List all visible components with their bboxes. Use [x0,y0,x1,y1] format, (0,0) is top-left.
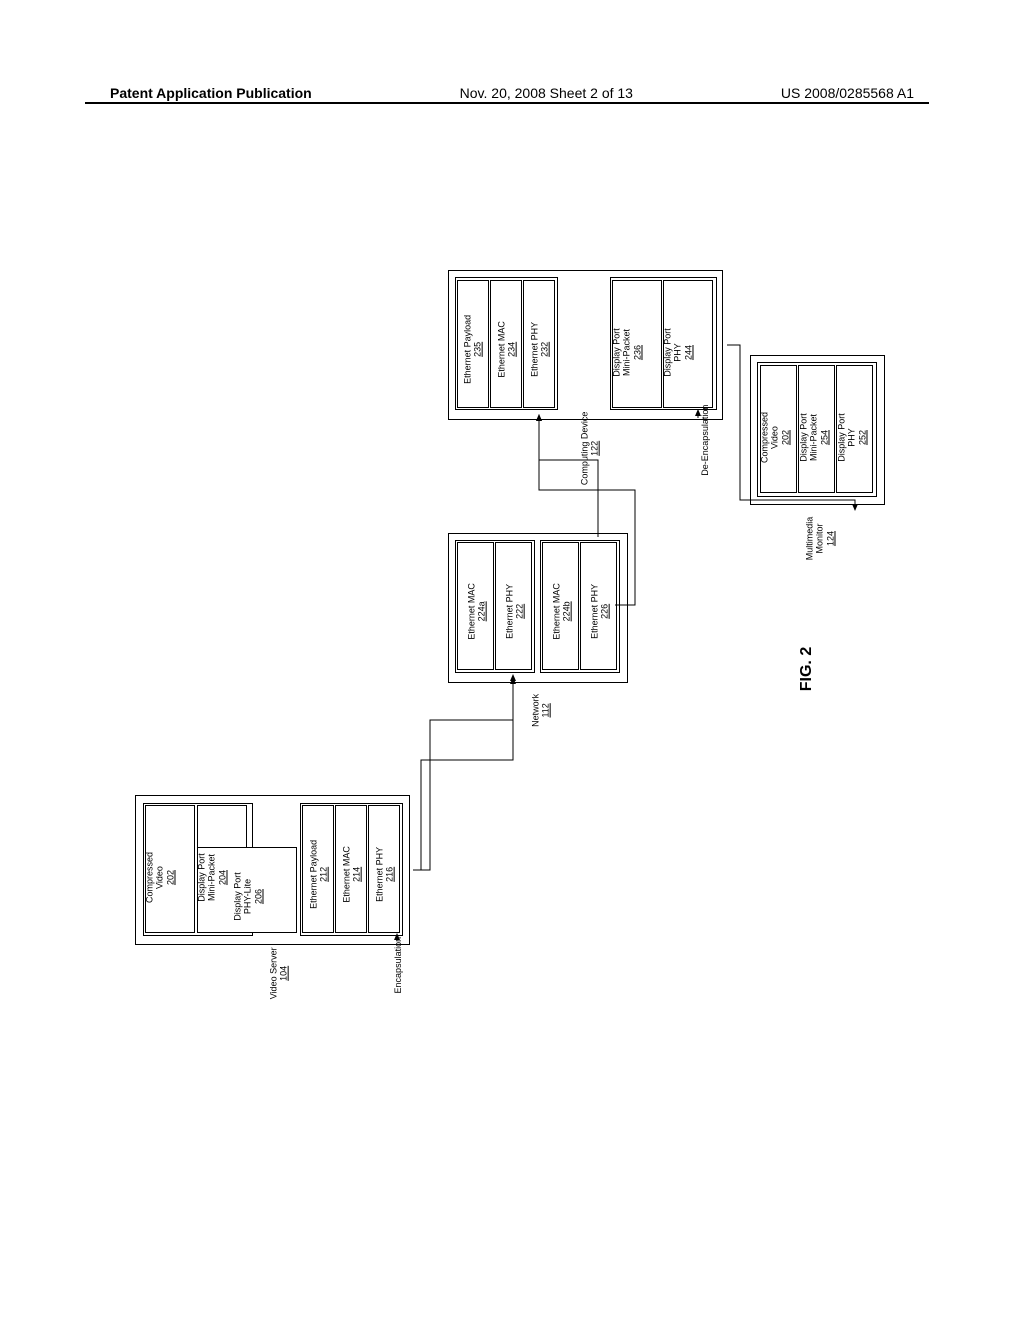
deencap-label: De-Encapsulation [700,395,710,485]
cd-phy-label: Display Port PHY 244 [662,323,693,383]
figure-2: Compressed Video 202 Display Port Mini-P… [135,260,885,1070]
mon-mp-label: Display Port Mini-Packet 254 [798,409,829,467]
vs-ep-label: Ethernet Payload 212 [309,834,330,914]
computing-device-label: Computing Device 122 [580,398,601,498]
header-left: Patent Application Publication [110,85,312,101]
page-header: Patent Application Publication Nov. 20, … [0,85,1024,101]
video-server-label: Video Server 104 [269,938,290,1008]
encapsulation-label: Encapsulation [393,925,403,1005]
net-mac-a-label: Ethernet MAC 224a [467,576,488,646]
cd-mp-label: Display Port Mini-Packet 236 [611,323,642,383]
figure-label: FIG. 2 [798,647,816,691]
cd-mac-label: Ethernet MAC 234 [497,314,518,384]
vs-mp-label: Display Port Mini-Packet 204 [196,848,227,908]
net-phy-b-label: Ethernet PHY 226 [590,576,611,646]
vs-ephy-label: Ethernet PHY 216 [375,839,396,909]
mon-phy-label: Display Port PHY 252 [836,409,867,467]
net-phy-a-label: Ethernet PHY 222 [505,576,526,646]
header-center: Nov. 20, 2008 Sheet 2 of 13 [460,85,633,101]
vs-phylite-label: Display Port PHY-Lite 206 [232,862,263,932]
cd-ep-label: Ethernet Payload 235 [463,308,484,390]
vs-mac-label: Ethernet MAC 214 [342,839,363,909]
net-mac-b-label: Ethernet MAC 224b [552,576,573,646]
cd-ephy-label: Ethernet PHY 232 [530,314,551,384]
network-label: Network 112 [531,680,552,740]
header-divider [85,102,929,104]
monitor-label: Multimedia Monitor 124 [804,509,835,569]
mon-cv-label: Compressed Video 202 [759,409,790,467]
vs-cv-label: Compressed Video 202 [144,848,175,908]
header-right: US 2008/0285568 A1 [781,85,914,101]
